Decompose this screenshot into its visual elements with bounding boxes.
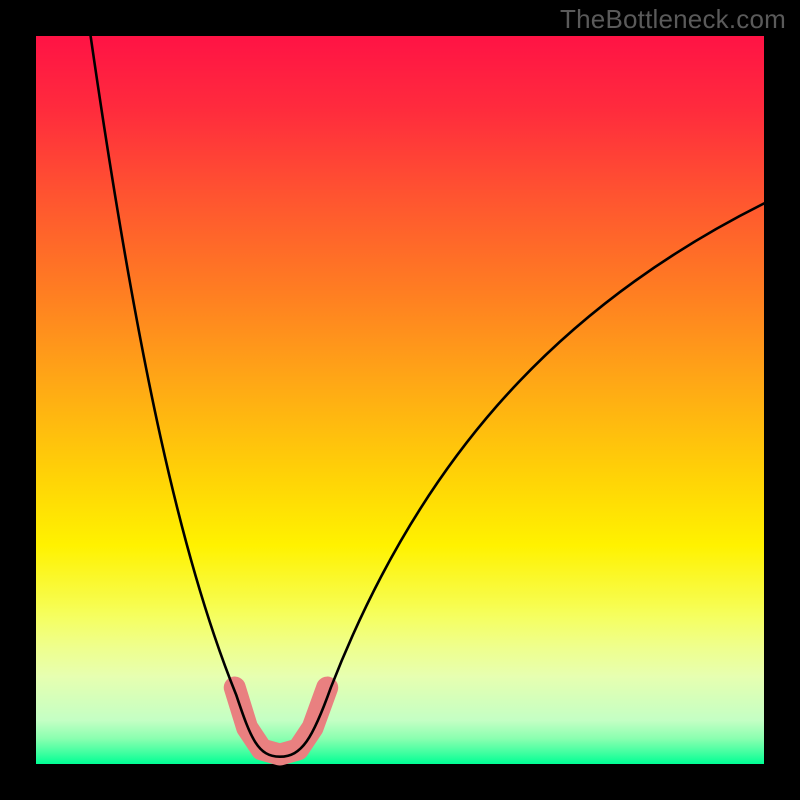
figure-canvas: TheBottleneck.com [0, 0, 800, 800]
chart-svg [0, 0, 800, 800]
glow-band [36, 604, 764, 691]
watermark-text: TheBottleneck.com [560, 4, 786, 35]
